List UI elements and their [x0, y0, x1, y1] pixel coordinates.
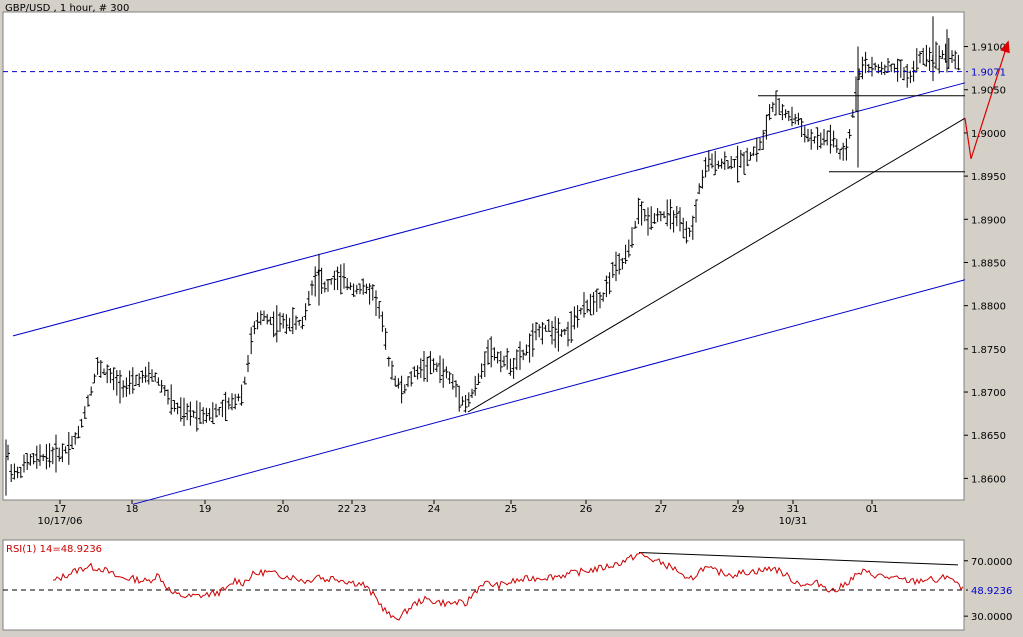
support-trendline: [467, 117, 966, 413]
time-label: 19: [199, 504, 212, 515]
price-tick-label: 1.8650: [971, 431, 1006, 442]
price-tick-label: 1.9100: [971, 43, 1006, 54]
price-tick-label: 1.8600: [971, 474, 1006, 485]
time-sublabel: 10/31: [779, 516, 808, 527]
price-tick-label: 1.9050: [971, 86, 1006, 97]
projection-arrow-head: [1000, 40, 1010, 54]
time-label: 24: [428, 504, 441, 515]
time-label: 31: [787, 504, 800, 515]
rsi-label: RSI(1) 14=48.9236: [6, 544, 102, 555]
price-pane: [2, 11, 965, 501]
current-level-label: 1.9071: [971, 68, 1006, 79]
rsi-line: [52, 551, 964, 621]
upper-channel-line: [12, 82, 966, 337]
rsi-axis: 70.0000 30.0000: [964, 557, 1012, 623]
time-label: 29: [732, 504, 745, 515]
price-tick-label: 1.8900: [971, 215, 1006, 226]
rsi-tick-label: 70.0000: [971, 557, 1012, 568]
price-bars: [5, 16, 961, 496]
time-label: 01: [866, 504, 879, 515]
rsi-tick-label: 30.0000: [971, 612, 1012, 623]
time-label: 25: [505, 504, 518, 515]
time-label: 18: [126, 504, 139, 515]
price-tick-label: 1.9000: [971, 129, 1006, 140]
price-tick-label: 1.8950: [971, 172, 1006, 183]
time-label: 22 23: [338, 504, 367, 515]
time-label: 20: [277, 504, 290, 515]
price-tick-label: 1.8750: [971, 345, 1006, 356]
price-tick-label: 1.8850: [971, 258, 1006, 269]
trendlines: [12, 40, 1010, 505]
price-axis: 1.8600 1.8650 1.8700 1.8750 1.8800 1.8850 1.89…: [964, 43, 1006, 485]
time-label: 17: [54, 504, 67, 515]
price-tick-label: 1.8700: [971, 388, 1006, 399]
projection-arrow-line: [964, 42, 1009, 160]
rsi-current-label: 48.9236: [971, 586, 1012, 597]
lower-channel-line: [132, 279, 966, 505]
time-label: 27: [655, 504, 668, 515]
price-tick-label: 1.8800: [971, 302, 1006, 313]
time-sublabel: 10/17/06: [38, 516, 83, 527]
chart-title: GBP/USD , 1 hour, # 300: [5, 3, 129, 14]
time-label: 26: [580, 504, 593, 515]
rsi-trendline: [638, 551, 959, 566]
rsi-trend-line: [638, 551, 959, 566]
time-axis: 17 18 19 20 22 23 24 25 26 27 29 31 01 10/17/06 10/31: [38, 500, 879, 527]
